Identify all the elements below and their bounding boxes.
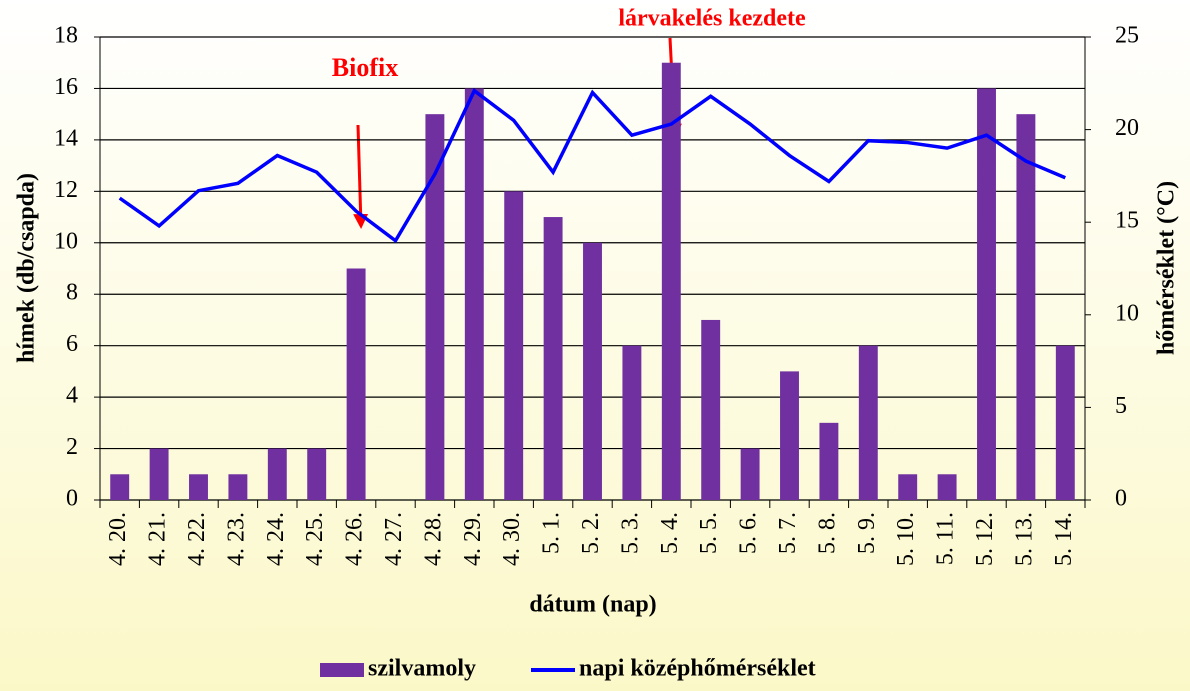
bar bbox=[583, 242, 602, 500]
x-tick-label: 5. 6. bbox=[736, 512, 762, 554]
x-tick-label: 5. 3. bbox=[617, 512, 643, 554]
x-tick-label: 5. 2. bbox=[578, 512, 604, 554]
x-tick-label: 5. 4. bbox=[657, 512, 683, 554]
y-tick-label: 2 bbox=[66, 434, 78, 460]
bar bbox=[110, 474, 130, 500]
x-tick-label: 5. 12. bbox=[972, 512, 998, 566]
y-tick-label: 18 bbox=[54, 23, 78, 49]
bar bbox=[307, 448, 327, 500]
x-tick-label: 4. 21. bbox=[145, 512, 171, 566]
bar bbox=[228, 474, 248, 500]
y-tick-label: 12 bbox=[54, 177, 78, 203]
bar bbox=[425, 114, 445, 501]
y2-axis-label: hőmérséklet (°C) bbox=[1154, 181, 1180, 355]
y2-tick-label: 25 bbox=[1115, 23, 1139, 49]
bar bbox=[189, 474, 208, 500]
x-tick-label: 5. 14. bbox=[1051, 512, 1077, 566]
y2-tick-label: 10 bbox=[1115, 300, 1139, 326]
bar bbox=[622, 345, 642, 500]
y-tick-label: 8 bbox=[66, 280, 78, 306]
x-tick-label: 4. 23. bbox=[223, 512, 249, 566]
bar bbox=[898, 474, 918, 500]
bar bbox=[661, 62, 681, 500]
x-tick-label: 4. 29. bbox=[460, 512, 486, 566]
y-tick-label: 6 bbox=[66, 331, 78, 357]
x-tick-label: 5. 10. bbox=[893, 512, 919, 566]
x-tick-label: 5. 9. bbox=[854, 512, 880, 554]
bar bbox=[464, 88, 484, 500]
bar bbox=[701, 319, 721, 500]
x-tick-label: 4. 24. bbox=[263, 512, 289, 566]
x-tick-label: 5. 13. bbox=[1011, 512, 1037, 566]
line bbox=[118, 88, 1066, 244]
x-tick-label: 5. 8. bbox=[814, 512, 840, 554]
bar bbox=[977, 88, 996, 500]
bar bbox=[937, 474, 957, 500]
bar bbox=[346, 268, 366, 500]
y2-tick-label: 20 bbox=[1115, 115, 1139, 141]
x-tick-label: 5. 7. bbox=[775, 512, 801, 554]
bar bbox=[1055, 345, 1075, 500]
annotation: Biofix bbox=[332, 53, 398, 82]
bar bbox=[149, 448, 169, 500]
x-tick-label: 4. 25. bbox=[302, 512, 328, 566]
x-tick-label: 4. 20. bbox=[105, 512, 131, 566]
bar bbox=[504, 191, 524, 501]
y-tick-label: 10 bbox=[54, 228, 78, 254]
y2-tick-label: 5 bbox=[1115, 393, 1127, 419]
annotation: lárvakelés kezdete bbox=[618, 6, 806, 32]
legend-label: napi középhőmérséklet bbox=[579, 656, 816, 682]
x-tick-label: 5. 5. bbox=[696, 512, 722, 554]
biofix-arrow bbox=[353, 124, 369, 229]
y-tick-label: 0 bbox=[66, 486, 78, 512]
y2-tick-label: 0 bbox=[1115, 486, 1127, 512]
x-axis-label: dátum (nap) bbox=[529, 592, 656, 618]
x-tick-label: 4. 30. bbox=[499, 512, 525, 566]
x-tick-label: 4. 26. bbox=[342, 512, 368, 566]
x-tick-label: 5. 11. bbox=[933, 512, 959, 565]
bar bbox=[858, 345, 878, 500]
bar bbox=[1016, 114, 1036, 501]
legend-label: szilvamoly bbox=[368, 656, 476, 682]
bar bbox=[819, 422, 839, 500]
y2-tick-label: 15 bbox=[1115, 208, 1139, 234]
y-tick-label: 14 bbox=[54, 125, 78, 151]
x-tick-label: 4. 22. bbox=[184, 512, 210, 566]
y-axis-label: hímek (db/csapda) bbox=[14, 173, 40, 363]
bar bbox=[740, 448, 760, 500]
legend-swatch bbox=[320, 663, 364, 677]
x-tick-label: 5. 1. bbox=[539, 512, 565, 554]
x-tick-label: 4. 27. bbox=[381, 512, 407, 566]
x-tick-label: 4. 28. bbox=[420, 512, 446, 566]
bar bbox=[543, 217, 563, 501]
y-tick-label: 4 bbox=[66, 383, 78, 409]
bar bbox=[267, 448, 287, 500]
y-tick-label: 16 bbox=[54, 74, 78, 100]
bar bbox=[780, 371, 799, 500]
